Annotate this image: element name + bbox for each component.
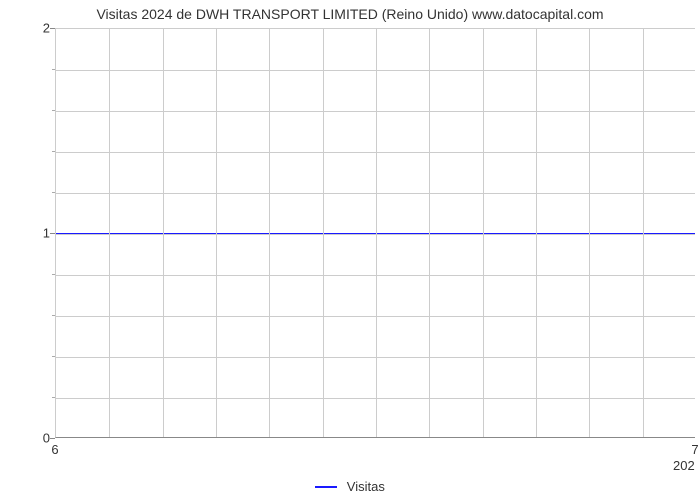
y-tick-mark [50, 438, 55, 439]
x-tick-label: 7 [691, 442, 698, 457]
y-tick-label: 1 [32, 226, 50, 241]
grid-line-h [56, 398, 695, 399]
chart-title: Visitas 2024 de DWH TRANSPORT LIMITED (R… [0, 6, 700, 22]
grid-line-v [643, 29, 644, 437]
grid-line-h [56, 111, 695, 112]
grid-line-h [56, 357, 695, 358]
y-minor-tick [52, 151, 55, 152]
grid-line-v [589, 29, 590, 437]
y-minor-tick [52, 110, 55, 111]
legend: Visitas [0, 478, 700, 494]
chart-container: Visitas 2024 de DWH TRANSPORT LIMITED (R… [0, 0, 700, 500]
y-tick-label: 0 [32, 431, 50, 446]
grid-line-v [269, 29, 270, 437]
grid-line-v [376, 29, 377, 437]
y-minor-tick [52, 315, 55, 316]
grid-line-h [56, 193, 695, 194]
grid-line-h [56, 152, 695, 153]
legend-label: Visitas [347, 479, 385, 494]
grid-line-h [56, 234, 695, 235]
grid-line-v [536, 29, 537, 437]
y-tick-mark [50, 28, 55, 29]
grid-line-v [109, 29, 110, 437]
grid-line-h [56, 275, 695, 276]
grid-line-v [323, 29, 324, 437]
legend-swatch [315, 486, 337, 488]
y-minor-tick [52, 69, 55, 70]
grid-line-h [56, 316, 695, 317]
y-minor-tick [52, 397, 55, 398]
x-secondary-label: 202 [673, 458, 695, 473]
y-tick-label: 2 [32, 21, 50, 36]
y-minor-tick [52, 192, 55, 193]
y-minor-tick [52, 274, 55, 275]
y-tick-mark [50, 233, 55, 234]
x-tick-label: 6 [51, 442, 58, 457]
y-minor-tick [52, 356, 55, 357]
grid-line-v [216, 29, 217, 437]
grid-line-v [429, 29, 430, 437]
grid-line-h [56, 70, 695, 71]
plot-area [55, 28, 695, 438]
grid-line-v [163, 29, 164, 437]
grid-line-v [483, 29, 484, 437]
